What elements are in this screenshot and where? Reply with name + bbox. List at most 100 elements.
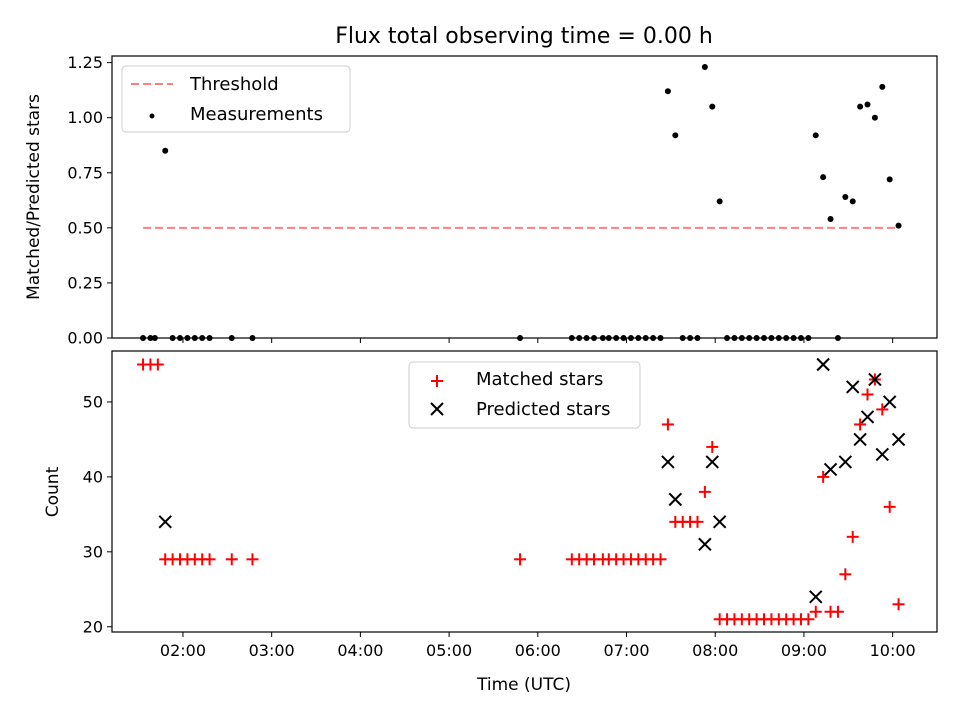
measurement-point (879, 83, 886, 90)
measurement-point (895, 222, 902, 229)
matched-star-point (654, 553, 667, 566)
x-tick-label: 08:00 (692, 641, 738, 660)
legend-measurements-swatch (149, 113, 155, 119)
predicted-star-point (891, 432, 906, 447)
predicted-star-point (668, 492, 683, 507)
legend-threshold-label: Threshold (189, 74, 279, 95)
matched-star-point (861, 388, 874, 401)
predicted-star-point (868, 372, 882, 387)
x-tick-label: 02:00 (160, 641, 206, 660)
legend-matched-label: Matched stars (476, 369, 603, 390)
matched-star-point (846, 530, 859, 543)
predicted-mark-b (853, 432, 867, 447)
predicted-mark-b (698, 537, 712, 552)
x-tick-label: 10:00 (870, 641, 916, 660)
legend-predicted-label: Predicted stars (476, 399, 610, 420)
predicted-mark-b (882, 395, 897, 409)
predicted-star-point (860, 410, 875, 424)
matched-star-point (151, 358, 164, 371)
matched-star-point (817, 470, 830, 483)
measurement-point (820, 174, 827, 181)
ratio-y-axis-label: Matched/Predicted stars (24, 94, 44, 300)
ratio-y-tick-label: 0.75 (67, 163, 103, 182)
matched-star-point (225, 553, 238, 566)
predicted-star-point (816, 357, 830, 372)
count-y-tick-label: 50 (83, 392, 103, 411)
measurement-point (864, 101, 871, 108)
matched-star-point (802, 613, 815, 626)
count-y-axis-label: Count (43, 466, 63, 517)
measurement-point (849, 198, 856, 205)
ratio-y-tick-label: 1.25 (67, 53, 103, 72)
x-tick-label: 06:00 (515, 641, 561, 660)
count-panel: Count Time (UTC) 20 30 40 50 02:00 03:00 04:00… (43, 350, 938, 695)
predicted-mark-b (816, 357, 830, 372)
predicted-mark-b (875, 447, 890, 462)
ratio-y-tick-label: 1.00 (67, 108, 103, 127)
predicted-mark-b (823, 462, 838, 477)
matched-star-point (809, 605, 822, 618)
ratio-y-tick-label: 0.25 (67, 273, 103, 292)
count-y-tick-label: 40 (83, 467, 103, 486)
matched-star-point (831, 605, 844, 618)
measurement-point (709, 103, 716, 110)
measurement-point (871, 114, 878, 121)
matched-star-point (691, 515, 704, 528)
matched-star-point (876, 403, 889, 416)
legend-matched-swatch (431, 375, 443, 387)
predicted-star-point (882, 395, 897, 409)
legend-predicted-swatch (430, 402, 444, 416)
x-tick-label: 09:00 (781, 641, 827, 660)
ratio-legend: Threshold Measurements (121, 65, 351, 133)
predicted-mark-b (668, 492, 683, 507)
matched-star-point (246, 553, 259, 566)
matched-star-point (514, 553, 527, 566)
predicted-star-point (809, 590, 823, 604)
measurement-point (716, 198, 723, 205)
ratio-y-tick-label: 0.00 (67, 329, 103, 348)
predicted-star-point (698, 537, 712, 552)
matched-star-point (698, 485, 711, 498)
matched-star-point (883, 500, 896, 513)
matched-star-point (854, 418, 867, 431)
count-legend-box (408, 361, 641, 429)
matched-star-point (706, 440, 719, 453)
ratio-y-tick-label: 0.50 (67, 218, 103, 237)
predicted-mark-b (705, 455, 719, 469)
predicted-star-point (875, 447, 890, 462)
measurement-point (664, 88, 671, 95)
predicted-mark-b (712, 515, 727, 529)
predicted-star-point (712, 515, 727, 529)
chart-title: Flux total observing time = 0.00 h (335, 24, 713, 49)
ratio-legend-box (121, 65, 351, 133)
measurement-point (701, 64, 708, 71)
measurement-point (812, 132, 819, 139)
matched-star-point (892, 598, 905, 611)
matched-star-point (661, 418, 674, 431)
predicted-mark-b (846, 380, 860, 394)
predicted-mark-b (158, 515, 172, 529)
measurement-point (857, 103, 864, 110)
measurement-point (827, 216, 834, 223)
count-y-tick-label: 20 (83, 617, 103, 636)
predicted-star-point (823, 462, 838, 477)
predicted-mark-b (838, 455, 853, 469)
x-tick-label: 05:00 (426, 641, 472, 660)
ratio-panel: Flux total observing time = 0.00 h Match… (24, 24, 938, 348)
predicted-star-point (838, 455, 853, 469)
predicted-mark-b (860, 410, 875, 424)
measurement-point (886, 176, 893, 183)
count-y-tick-label: 30 (83, 542, 103, 561)
x-tick-label: 03:00 (249, 641, 295, 660)
count-plot-frame (111, 350, 938, 633)
x-axis-label: Time (UTC) (476, 675, 571, 695)
predicted-star-point (158, 515, 172, 529)
x-tick-label: 07:00 (603, 641, 649, 660)
predicted-star-point (853, 432, 867, 447)
predicted-star-point (846, 380, 860, 394)
legend-measurements-label: Measurements (190, 104, 323, 125)
matched-star-point (839, 568, 852, 581)
matched-star-point (203, 553, 216, 566)
predicted-mark-b (661, 455, 675, 469)
